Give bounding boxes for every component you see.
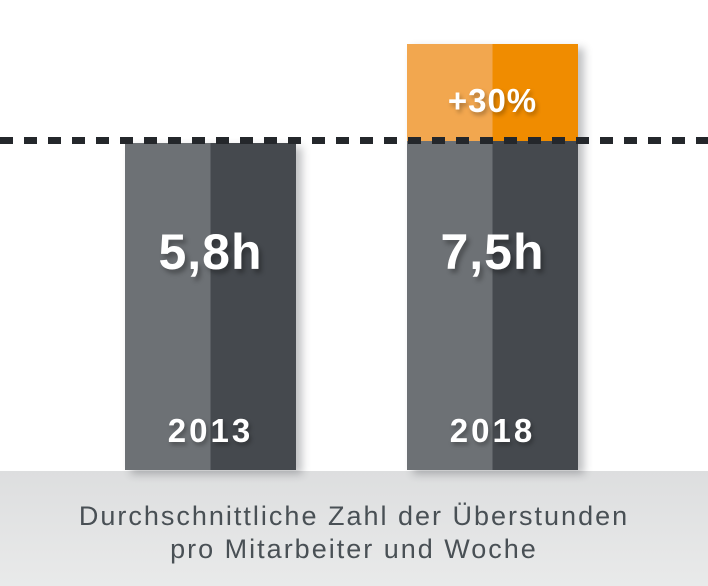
bar-2018-year-label: 2018 <box>449 412 536 449</box>
bar-2013-year-label: 2013 <box>167 412 254 449</box>
bar-2018-delta-label: +30% <box>447 82 538 119</box>
caption-band: Durchschnittliche Zahl der Überstunden p… <box>0 471 708 586</box>
bar-2013: 5,8h 2013 <box>125 143 296 470</box>
bar-2013-value-label: 5,8h <box>158 224 263 280</box>
bar-2018-value-label: 7,5h <box>440 224 545 280</box>
bar-2018-delta-segment: +30% <box>407 44 578 141</box>
caption-text: Durchschnittliche Zahl der Überstunden p… <box>0 500 708 566</box>
caption-line-1: Durchschnittliche Zahl der Überstunden <box>78 501 630 531</box>
bar-2018: +30% 7,5h 2018 <box>407 44 578 470</box>
reference-dashed-line <box>0 137 708 144</box>
caption-line-2: pro Mitarbeiter und Woche <box>170 534 538 564</box>
